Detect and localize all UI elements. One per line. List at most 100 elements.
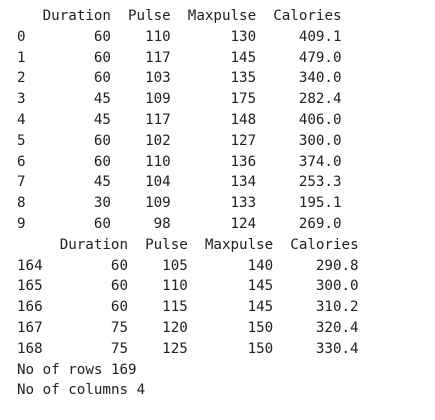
column-gap (26, 110, 43, 131)
column-gap (111, 214, 128, 235)
tail-cell-pulse: 125 (162, 340, 188, 357)
column-gap (171, 172, 188, 193)
head-cell-pulse: 102 (145, 132, 171, 149)
tail-cell-pulse: 110 (162, 278, 188, 295)
column-gap (188, 297, 205, 318)
tail-cell-duration: 60 (110, 278, 129, 295)
head-cell-maxpulse: 124 (230, 215, 257, 232)
tail-table-row: 164 60 105 140 290.8 (17, 256, 359, 277)
column-gap (273, 256, 290, 277)
head-cell-calories: 269.0 (298, 215, 342, 232)
tail-table-row: 167 75 120 150 320.4 (17, 318, 359, 339)
head-cell-duration: 60 (93, 28, 111, 45)
head-table-row: 2 60 103 135 340.0 (17, 68, 359, 89)
head-table-row: 9 60 98 124 269.0 (17, 214, 359, 235)
head-table-row: 5 60 102 127 300.0 (17, 131, 359, 152)
column-gap (43, 339, 60, 360)
column-gap (128, 276, 145, 297)
column-gap (43, 297, 60, 318)
head-cell-calories: 300.0 (298, 132, 342, 149)
head-table-row: 7 45 104 134 253.3 (17, 172, 359, 193)
column-gap (171, 193, 188, 214)
head-cell-duration: 45 (93, 174, 111, 191)
head-cell-calories: 406.0 (298, 111, 342, 128)
head-header-row: Duration Pulse Maxpulse Calories (17, 6, 359, 27)
tail-cell-duration: 75 (110, 340, 129, 357)
column-gap (256, 193, 273, 214)
head-cell-pulse: 109 (145, 91, 171, 108)
tail-cell-duration: 60 (110, 299, 129, 316)
column-gap (171, 6, 188, 27)
column-gap (273, 318, 290, 339)
column-gap (256, 131, 273, 152)
column-gap (26, 48, 43, 69)
tail-cell-maxpulse: 150 (247, 340, 274, 357)
column-gap (26, 68, 43, 89)
column-gap (26, 131, 43, 152)
head-cell-pulse: 109 (145, 195, 171, 212)
head-cell-calories: 282.4 (298, 91, 342, 108)
head-cell-maxpulse: 145 (230, 49, 257, 66)
column-gap (26, 27, 43, 48)
tail-row-index: 165 (17, 278, 43, 295)
tail-cell-pulse: 115 (162, 299, 188, 316)
column-count-line: No of columns 4 (17, 382, 146, 399)
column-gap (128, 339, 145, 360)
row-count-line: No of rows 169 (17, 361, 137, 378)
head-cell-maxpulse: 130 (230, 28, 257, 45)
column-gap (256, 172, 273, 193)
head-row-index: 5 (17, 132, 26, 149)
head-cell-duration: 45 (93, 91, 111, 108)
tail-table-row: 168 75 125 150 330.4 (17, 339, 359, 360)
column-gap (111, 131, 128, 152)
head-cell-pulse: 117 (145, 111, 171, 128)
head-cell-maxpulse: 133 (230, 195, 257, 212)
head-cell-duration: 45 (93, 111, 111, 128)
tail-column-header: Maxpulse (204, 236, 274, 253)
column-gap (256, 152, 273, 173)
column-gap (188, 339, 205, 360)
head-row-index: 3 (17, 91, 26, 108)
tail-table-row: 165 60 110 145 300.0 (17, 276, 359, 297)
head-cell-duration: 60 (93, 132, 111, 149)
column-gap (128, 235, 145, 256)
head-column-header: Maxpulse (187, 8, 257, 24)
tail-cell-duration: 75 (110, 319, 129, 336)
column-gap (171, 48, 188, 69)
head-row-index: 8 (17, 195, 26, 212)
column-gap (43, 276, 60, 297)
column-gap (111, 68, 128, 89)
column-gap (256, 68, 273, 89)
head-cell-duration: 30 (93, 195, 111, 212)
column-gap (188, 318, 205, 339)
column-gap (111, 110, 128, 131)
head-cell-maxpulse: 136 (230, 153, 257, 170)
head-cell-pulse: 104 (145, 174, 171, 191)
tail-cell-pulse: 120 (162, 319, 188, 336)
column-gap (128, 256, 145, 277)
head-column-header: Duration (42, 8, 111, 24)
head-table-row: 8 30 109 133 195.1 (17, 193, 359, 214)
tail-cell-calories: 300.0 (315, 278, 359, 295)
head-row-index: 9 (17, 215, 26, 232)
column-gap (111, 193, 128, 214)
head-column-header: Pulse (128, 8, 171, 24)
column-gap (256, 6, 273, 27)
column-gap (43, 256, 60, 277)
column-gap (171, 214, 188, 235)
tail-row-index: 168 (17, 340, 43, 357)
column-gap (188, 276, 205, 297)
head-row-index: 7 (17, 174, 26, 191)
column-gap (43, 318, 60, 339)
tail-column-header: Pulse (145, 236, 188, 253)
tail-header-row: Duration Pulse Maxpulse Calories (17, 235, 359, 256)
column-gap (26, 193, 43, 214)
column-gap (26, 152, 43, 173)
column-gap (256, 27, 273, 48)
head-cell-duration: 60 (93, 215, 111, 232)
tail-cell-calories: 310.2 (315, 299, 359, 316)
head-cell-calories: 479.0 (298, 49, 342, 66)
column-gap (256, 110, 273, 131)
tail-column-header: Calories (290, 236, 359, 253)
head-table-row: 0 60 110 130 409.1 (17, 27, 359, 48)
